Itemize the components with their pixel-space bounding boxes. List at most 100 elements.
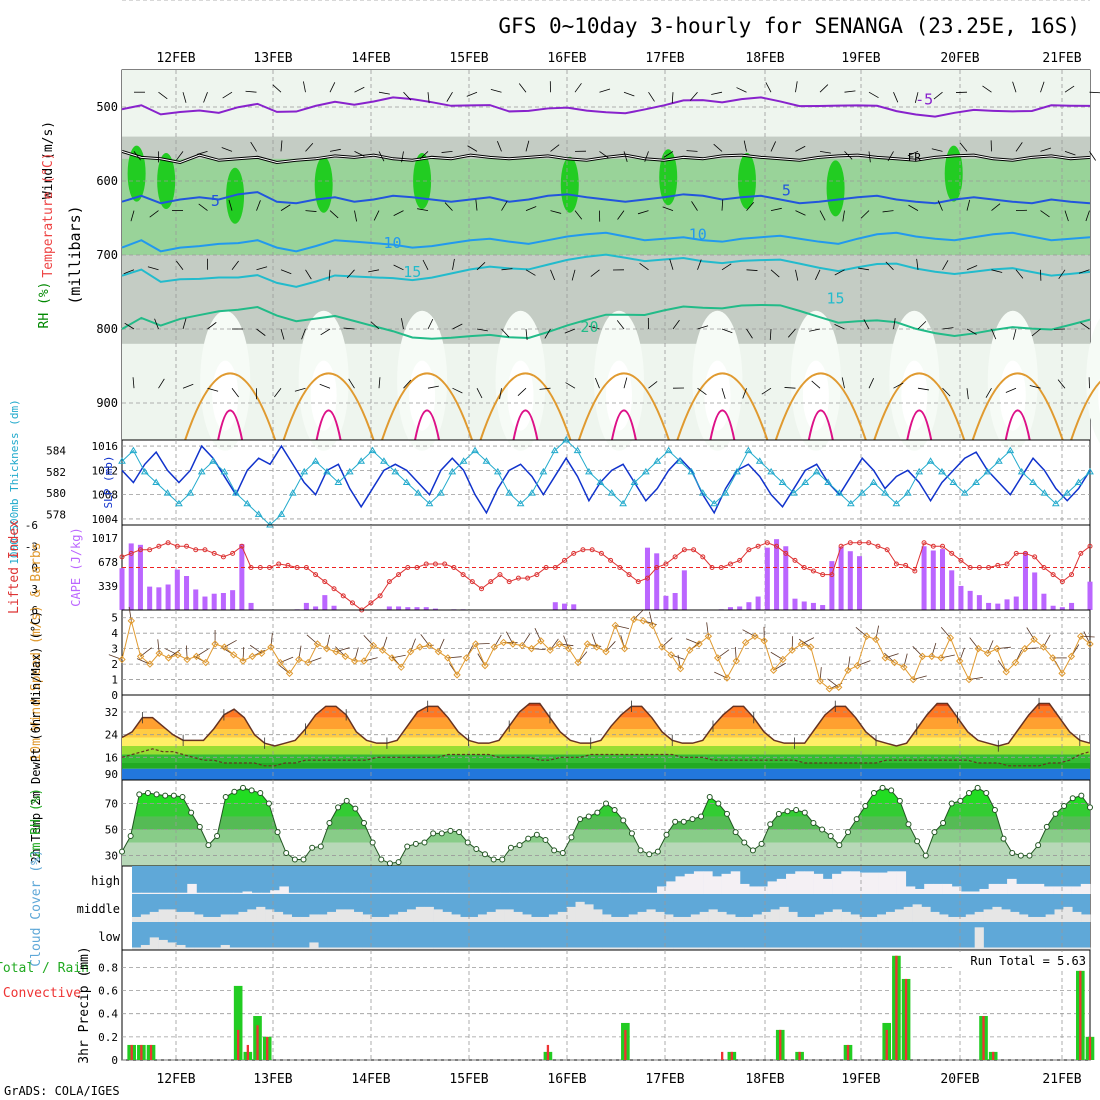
lifted-marker [276, 561, 282, 567]
cloud-cell [646, 947, 656, 950]
cloud-cell [664, 947, 674, 950]
wind-barb [746, 328, 753, 339]
lifted-marker [239, 543, 245, 549]
wind-barb [868, 151, 871, 163]
isotherm-25 [873, 372, 966, 441]
lifted-marker [792, 557, 798, 563]
cloud-cell [992, 906, 1002, 922]
wind-barb [544, 328, 551, 339]
cloud-cell [974, 911, 984, 922]
wind-barb [149, 210, 159, 218]
cape-bar [672, 593, 678, 610]
rh-marker [568, 834, 575, 841]
wind-barb [401, 151, 404, 163]
lifted-tick: 6 [31, 604, 38, 617]
rh-marker [447, 827, 454, 834]
thickness-marker [152, 478, 161, 485]
thickness-marker [835, 489, 844, 496]
thickness-marker [824, 478, 832, 485]
wind-barb [476, 328, 488, 332]
cape-bar [838, 546, 844, 610]
lifted-marker [958, 557, 964, 563]
run-total-bg [955, 952, 1089, 968]
cloud-cell [460, 916, 470, 922]
wind-speed-marker [779, 655, 787, 664]
wind-speed-marker [1011, 658, 1020, 667]
wind-barb [378, 91, 390, 95]
cloud-cell [309, 914, 319, 922]
thickness-marker [425, 499, 434, 507]
thickness-marker [220, 467, 229, 475]
lifted-marker [847, 540, 853, 546]
wind-barb [985, 388, 992, 398]
top-date-label: 16FEB [547, 51, 586, 66]
cloud-cell [389, 914, 399, 922]
rh-marker [274, 829, 281, 836]
lifted-marker [137, 547, 143, 553]
temp-tick: 24 [105, 729, 119, 742]
wind-barb [893, 318, 896, 330]
wind-speed-marker [974, 644, 983, 653]
cloud-cell [983, 947, 993, 950]
wind-speed-marker [462, 654, 471, 662]
temp-band [122, 746, 1090, 755]
rh-marker [940, 820, 947, 826]
cloud-cell [260, 892, 271, 894]
lifted-marker [497, 572, 503, 578]
wind-speed-marker [1002, 668, 1010, 676]
wind-barb [147, 266, 159, 271]
cloud-cell [721, 873, 732, 894]
lifted-marker [479, 586, 485, 592]
cloud-cell [158, 909, 168, 922]
precip-convective-bar [982, 1016, 985, 1060]
cloud-cell [238, 947, 248, 950]
cloud-cell [657, 886, 667, 894]
cloud-cell [211, 916, 222, 922]
wind-barb [770, 141, 777, 152]
wind-barb [401, 318, 404, 330]
wind-speed-marker [1021, 644, 1029, 653]
cloud-cell [956, 916, 967, 922]
thickness-marker [140, 467, 149, 475]
cloud-cell [708, 909, 718, 922]
cloud-cell [1019, 914, 1029, 922]
rh-marker [430, 830, 437, 837]
lifted-marker [174, 543, 180, 549]
cape-bar [552, 602, 558, 610]
wind-speed-marker [537, 637, 545, 645]
rh-marker [827, 833, 834, 840]
thickness-marker [505, 489, 514, 496]
cloud-cell [905, 886, 916, 894]
thickness-marker [334, 478, 343, 485]
wind-barb [280, 328, 285, 340]
cape-bar [949, 570, 955, 610]
cloud-cell [486, 911, 496, 922]
cloud-cell [300, 947, 310, 950]
dry-core [704, 360, 731, 431]
cloud-cell [601, 892, 612, 894]
wind-speed-marker [760, 637, 768, 645]
wind-speed-marker [490, 643, 499, 651]
cloud-cell [815, 914, 825, 922]
isotherm-30 [807, 409, 834, 441]
wind-barb [743, 140, 747, 152]
rh-marker [162, 792, 169, 799]
wind-speed-marker [546, 646, 554, 654]
wind-speed-marker [202, 658, 210, 667]
cloud-cell [942, 883, 953, 894]
cape-bar [432, 608, 438, 610]
rh-marker [170, 792, 177, 799]
cloud-cell [948, 947, 958, 950]
contour-label: 15 [403, 263, 421, 281]
wind-barb [329, 148, 341, 152]
cloud-cell [823, 947, 834, 950]
cloud-cell [167, 942, 177, 950]
wind-speed-marker [388, 654, 396, 662]
thickness-marker [516, 499, 525, 507]
bottom-date-label: 17FEB [645, 1072, 684, 1087]
thickness-marker [118, 457, 126, 464]
cape-bar [810, 602, 816, 610]
rh-marker [309, 844, 316, 851]
slp-tick: 1008 [92, 489, 119, 502]
thickness-marker [129, 446, 138, 454]
